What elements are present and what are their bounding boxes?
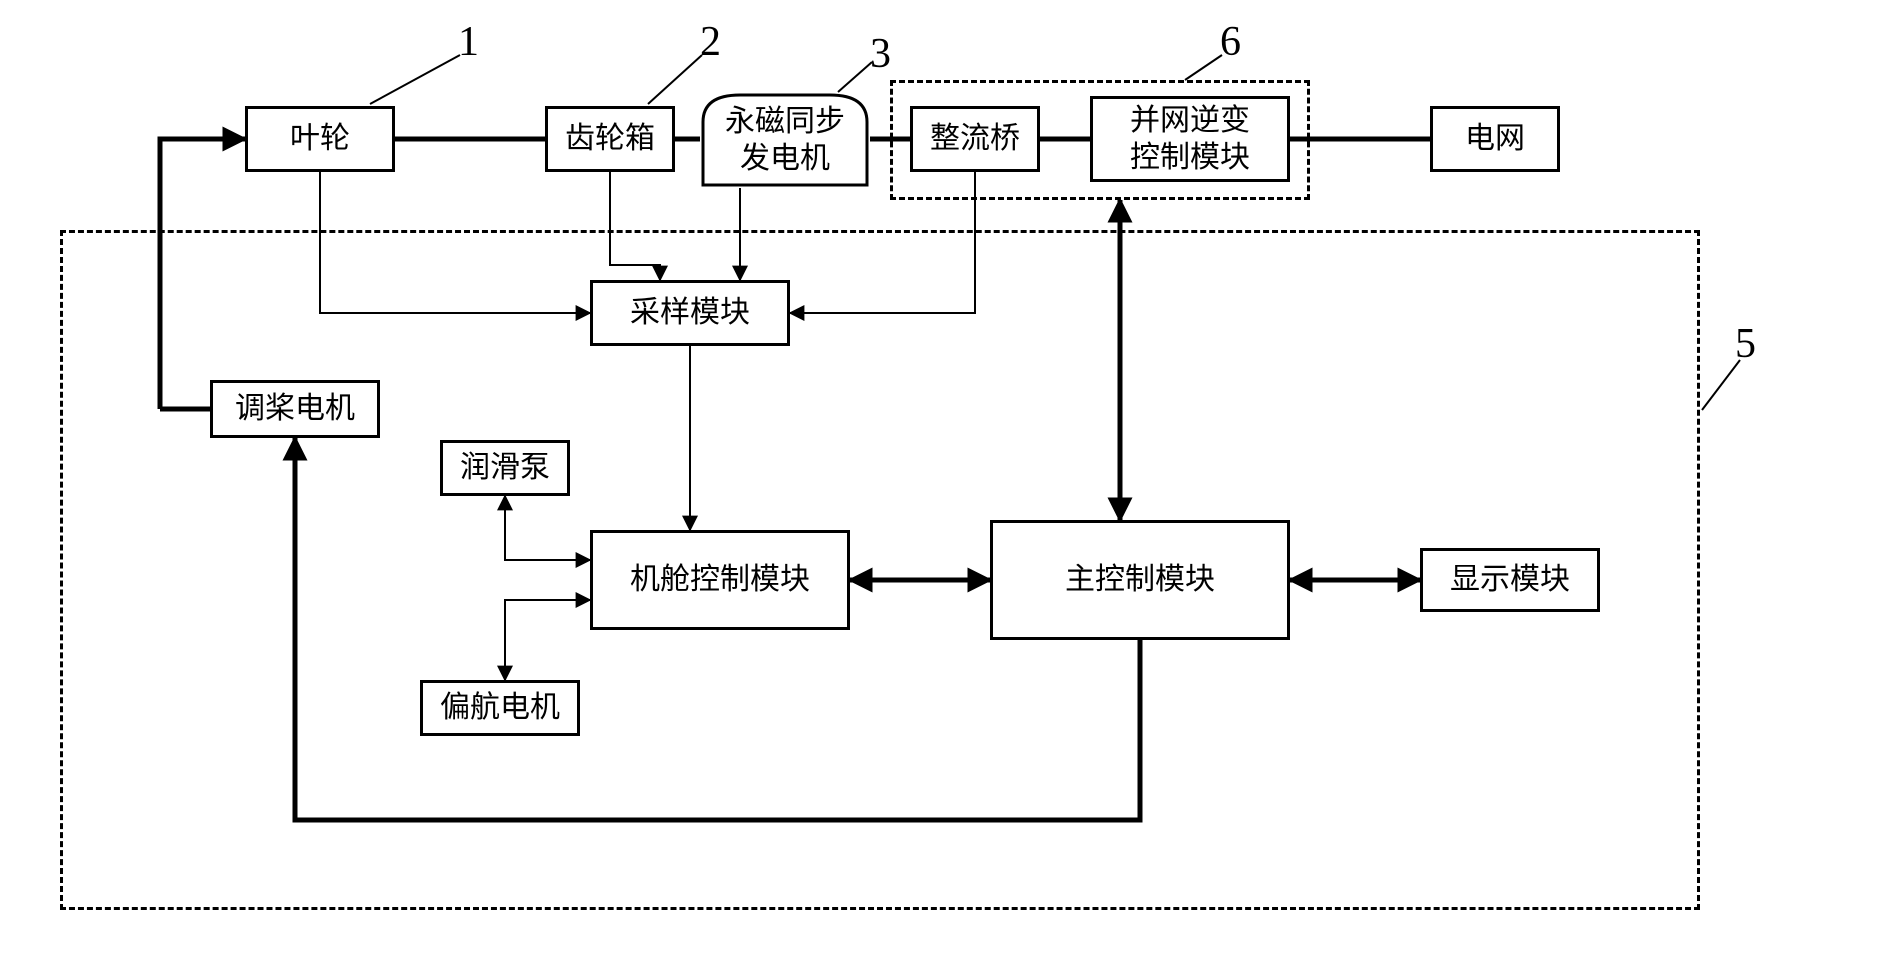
node-generator: 永磁同步 发电机 — [700, 92, 870, 188]
node-inverter: 并网逆变 控制模块 — [1090, 96, 1290, 182]
node-label: 齿轮箱 — [565, 120, 655, 158]
node-sampling: 采样模块 — [590, 280, 790, 346]
node-label: 机舱控制模块 — [630, 561, 810, 599]
node-label: 叶轮 — [290, 120, 350, 158]
node-grid: 电网 — [1430, 106, 1560, 172]
callout-text: 2 — [700, 19, 721, 65]
node-label: 永磁同步 发电机 — [725, 103, 845, 178]
node-cabin-ctrl: 机舱控制模块 — [590, 530, 850, 630]
node-pitch-motor: 调桨电机 — [210, 380, 380, 438]
node-gearbox: 齿轮箱 — [545, 106, 675, 172]
node-label: 调桨电机 — [235, 390, 355, 428]
node-yaw-motor: 偏航电机 — [420, 680, 580, 736]
callout-6: 6 — [1220, 18, 1241, 66]
node-label: 整流桥 — [930, 120, 1020, 158]
node-display: 显示模块 — [1420, 548, 1600, 612]
node-label: 润滑泵 — [460, 449, 550, 487]
node-main-ctrl: 主控制模块 — [990, 520, 1290, 640]
node-label: 并网逆变 控制模块 — [1130, 102, 1250, 177]
callout-text: 6 — [1220, 19, 1241, 65]
node-label: 偏航电机 — [440, 689, 560, 727]
callout-1: 1 — [458, 18, 479, 66]
callout-3: 3 — [870, 30, 891, 78]
node-label: 采样模块 — [630, 294, 750, 332]
diagram-canvas: 叶轮 齿轮箱 永磁同步 发电机 整流桥 并网逆变 控制模块 电网 采样模块 调桨… — [0, 0, 1887, 980]
callout-5: 5 — [1735, 320, 1756, 368]
callout-2: 2 — [700, 18, 721, 66]
callout-text: 5 — [1735, 321, 1756, 367]
node-label: 电网 — [1465, 120, 1525, 158]
callout-text: 1 — [458, 19, 479, 65]
node-rectifier: 整流桥 — [910, 106, 1040, 172]
callout-text: 3 — [870, 31, 891, 77]
node-label: 主控制模块 — [1065, 561, 1215, 599]
node-impeller: 叶轮 — [245, 106, 395, 172]
node-lube-pump: 润滑泵 — [440, 440, 570, 496]
node-label: 显示模块 — [1450, 561, 1570, 599]
